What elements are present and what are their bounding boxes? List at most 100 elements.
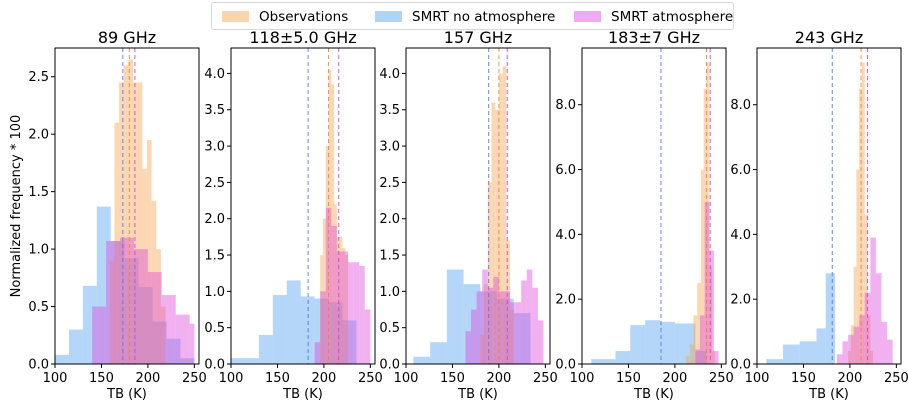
panel-5-ytick-label-4: 8.0: [730, 98, 751, 113]
panel-1-bar-atm-1: [106, 241, 121, 364]
panel-2-bar-atm-4: [336, 251, 343, 364]
panel-4-bar-no_atm-2: [630, 325, 646, 364]
panel-1-xtick-label-3: 250: [182, 371, 207, 386]
panel-3-bar-atm-12: [532, 287, 538, 364]
panel-5-bar-no_atm-2: [799, 341, 817, 364]
panel-1-bar-observations-3: [123, 65, 129, 365]
panel-2-bar-observations-9: [345, 255, 349, 364]
panel-1-bar-no_atm-7: [152, 321, 167, 364]
panel-1-xtick-label-0: 100: [43, 371, 68, 386]
panel-2-bar-observations-4: [331, 84, 335, 364]
panel-2-bar-observations-8: [342, 247, 346, 364]
panel-5-ytick-label-0: 0.0: [730, 358, 751, 373]
panel-2-xtick-label-2: 200: [311, 371, 336, 386]
panel-4-xtick-label-0: 100: [570, 371, 595, 386]
panel-5-bar-atm-4: [859, 315, 865, 364]
panel-4-frame: [581, 47, 727, 365]
panel-5-bar-observations-5: [861, 62, 865, 364]
panel-5-bar-observations-7: [867, 315, 871, 364]
panel-2-bar-atm-1: [320, 291, 326, 364]
panel-4-ytick-label-4: 8.0: [555, 98, 576, 113]
panel-4-bar-atm-3: [709, 250, 714, 364]
panel-1-ytick-label-3: 1.5: [28, 185, 49, 200]
panel-3-xtick-label-2: 200: [486, 371, 511, 386]
panel-2-bar-no_atm-1: [244, 358, 259, 364]
panel-5-xtick-label-2: 200: [837, 371, 862, 386]
panel-4-bar-no_atm-5: [674, 323, 696, 364]
panel-5-bar-no_atm-3: [816, 328, 826, 364]
panel-4-bar-observations-8: [712, 351, 715, 364]
panel-1-ytick-label-0: 0.0: [28, 358, 49, 373]
panel-3-bar-observations-7: [506, 240, 511, 364]
panel-2-bar-observations-5: [334, 204, 337, 364]
panel-1-bar-no_atm-9: [180, 358, 195, 364]
panel-2-bar-observations-2: [325, 146, 329, 364]
panel-2-xtick-label-3: 250: [358, 371, 383, 386]
panel-4-ytick-label-2: 4.0: [555, 228, 576, 243]
panel-2-frame: [230, 47, 376, 365]
panel-2-xtick-label-1: 150: [265, 371, 290, 386]
panel-3-bar-atm-2: [476, 291, 483, 364]
panel-1-bar-atm-0: [92, 306, 107, 364]
panel-1-bar-observations-6: [137, 82, 143, 365]
panel-1-bar-observations-1: [114, 122, 120, 364]
panel-1-xtick-label-2: 200: [135, 371, 160, 386]
panel-3-bar-atm-4: [487, 287, 494, 364]
panel-1-ylabel: Normalized frequency * 100: [9, 115, 24, 298]
panel-4-ytick-label-3: 6.0: [555, 163, 576, 178]
panel-3-ytick-label-8: 4.0: [379, 67, 400, 82]
panel-1-ytick-label-4: 2.0: [28, 128, 49, 143]
panel-5-bar-atm-9: [887, 339, 893, 364]
panel-2-bar-no_atm-4: [286, 280, 301, 364]
panel-2-bar-atm-3: [331, 225, 337, 364]
panel-1-bar-observations-4: [128, 59, 134, 365]
panel-1-title: 89 GHz: [98, 28, 156, 47]
panel-3-bar-observations-5: [498, 73, 503, 364]
panel-4-bar-observations-4: [700, 169, 704, 364]
panel-1-bar-observations-10: [156, 249, 161, 364]
panel-3-ytick-label-1: 0.5: [379, 321, 400, 336]
panel-4-bar-atm-1: [699, 315, 705, 364]
panel-3-bar-no_atm-4: [480, 291, 498, 364]
panel-1-bar-observations-2: [119, 82, 124, 365]
panel-4-xlabel: TB (K): [633, 387, 674, 402]
panel-5-bar-no_atm-0: [766, 359, 784, 364]
panel-2-ytick-label-4: 2.0: [204, 212, 225, 227]
panel-3-bar-atm-0: [465, 331, 472, 364]
panel-5-title: 243 GHz: [795, 28, 863, 47]
panel-3-bar-atm-7: [504, 291, 511, 364]
panel-1-bar-no_atm-1: [68, 329, 83, 364]
panel-3-ytick-label-2: 1.0: [379, 285, 400, 300]
panel-2-bar-observations-1: [322, 218, 326, 364]
panel-3-bar-observations-0: [480, 334, 485, 364]
panel-2-ytick-label-8: 4.0: [204, 67, 225, 82]
panel-4-bar-no_atm-4: [660, 321, 675, 364]
panel-4-title: 183±7 GHz: [608, 28, 700, 47]
panel-5-xlabel: TB (K): [808, 387, 849, 402]
panel-1-bar-no_atm-6: [138, 287, 153, 364]
panel-4-bar-no_atm-0: [591, 359, 616, 364]
panel-3-bar-no_atm-2: [446, 269, 464, 364]
panel-4-ytick-label-1: 2.0: [555, 293, 576, 308]
panel-2-xlabel: TB (K): [282, 387, 323, 402]
legend: Observations SMRT no atmosphere SMRT atm…: [211, 2, 734, 30]
panel-2-bar-atm-8: [359, 265, 365, 364]
panel-3-xtick-label-0: 100: [394, 371, 419, 386]
panel-3-bar-observations-2: [487, 182, 492, 364]
panel-5-bar-atm-6: [870, 237, 876, 364]
panel-3-bar-no_atm-3: [463, 284, 481, 364]
panel-3-bar-observations-6: [502, 66, 507, 364]
panel-3-title: 157 GHz: [444, 28, 512, 47]
legend-swatch-observations: [222, 11, 249, 22]
panel-5-ytick-label-3: 6.0: [730, 163, 751, 178]
panel-1-bar-observations-9: [151, 200, 157, 364]
panel-4-bar-atm-4: [713, 351, 719, 364]
panel-4-bar-no_atm-6: [695, 351, 707, 364]
panel-5-frame: [756, 47, 902, 365]
panel-1-ytick-label-2: 1.0: [28, 243, 49, 258]
panel-2-bar-no_atm-8: [342, 320, 357, 364]
panel-2-xtick-label-0: 100: [219, 371, 244, 386]
panel-1-bar-no_atm-0: [55, 354, 69, 364]
panel-2-ytick-label-7: 3.5: [204, 103, 225, 118]
panel-2-bar-atm-5: [342, 251, 349, 364]
